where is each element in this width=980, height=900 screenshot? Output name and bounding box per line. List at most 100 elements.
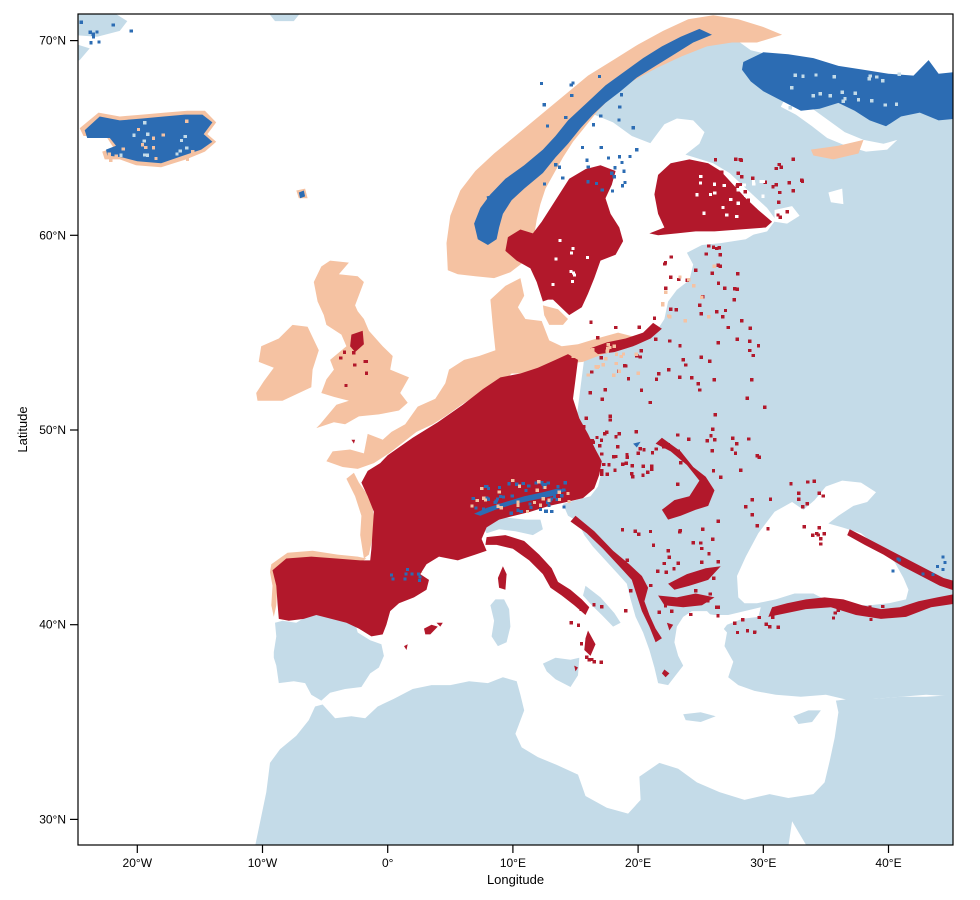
- karelia-red-mottle: [739, 158, 743, 162]
- finnish-lakes-white: [698, 181, 703, 185]
- nw-anatolia-red-mottle: [768, 624, 772, 629]
- scandes-blue-specks: [617, 155, 622, 159]
- x-axis-title: Longitude: [487, 872, 544, 887]
- karelia-red-mottle: [746, 198, 751, 203]
- east-europe-red-mottle: [740, 319, 744, 323]
- south-italy-red-mottle: [579, 642, 584, 646]
- balkans-red-mottle: [672, 602, 676, 607]
- apennines: [485, 535, 590, 615]
- east-europe-red-mottle: [622, 363, 627, 368]
- baltics-red-mottle: [669, 255, 673, 259]
- balkans-red-mottle: [636, 532, 641, 537]
- balkans-red-mottle: [620, 528, 625, 532]
- czech-slovakia-red-mottle: [612, 455, 616, 459]
- east-europe-red-mottle: [748, 339, 752, 344]
- scandes-blue-specks: [570, 94, 574, 98]
- scandinavia-coast: [446, 15, 783, 279]
- east-europe-red-mottle: [584, 416, 588, 420]
- alps-blue-specks: [516, 508, 520, 512]
- black-sea: [737, 480, 909, 606]
- sweden-lakes-white: [554, 257, 558, 261]
- greenland-blue-specks: [91, 32, 95, 36]
- east-europe-red-mottle: [712, 377, 716, 382]
- greenland-blue-specks: [97, 40, 101, 44]
- pontic-inland-red-dots: [902, 611, 906, 615]
- balkans-red-mottle: [649, 583, 653, 588]
- balkans-red-mottle: [676, 561, 680, 565]
- scandes-blue-specks: [540, 82, 544, 86]
- finnish-lakes-white: [709, 193, 713, 197]
- kola-lightblue-mottle: [828, 94, 833, 98]
- karelia-red-mottle: [713, 158, 718, 162]
- balkans-red-mottle: [689, 612, 693, 617]
- baltics-salmon-mottle: [667, 314, 671, 318]
- baltics-red-mottle: [664, 286, 668, 291]
- finnish-lakes-white: [743, 194, 747, 198]
- sweden-lakes-white: [569, 270, 573, 274]
- iceland-lightblue-specks: [185, 146, 189, 150]
- balkans-red-mottle: [664, 570, 669, 575]
- pontic-inland-red-dots: [836, 608, 840, 612]
- east-europe-red-mottle: [654, 447, 658, 451]
- finnish-lakes-white: [729, 198, 733, 202]
- iceland-lightblue-specks: [142, 139, 146, 143]
- balkans-red-mottle: [656, 569, 660, 573]
- balkans-red-mottle: [633, 529, 637, 533]
- alps-blue-specks: [510, 494, 514, 498]
- alps-blue-specks: [541, 482, 545, 486]
- east-europe-red-mottle: [637, 325, 641, 329]
- red-sea-notch: [788, 821, 807, 845]
- kola-lightblue-mottle: [870, 99, 874, 103]
- east-europe-red-mottle: [596, 336, 600, 340]
- scandes-blue-specks: [606, 156, 610, 160]
- alps-blue-specks: [543, 483, 548, 487]
- n-poland-salmon-mottle: [617, 369, 621, 373]
- n-poland-salmon-mottle: [614, 361, 618, 366]
- wales-pennine-red-dots: [339, 356, 343, 360]
- east-europe-red-mottle: [716, 341, 720, 345]
- scandes-blue-specks: [542, 103, 546, 107]
- wales-pennine-red-dots: [353, 363, 357, 367]
- white-sea: [780, 97, 898, 152]
- scandes-blue-specks: [597, 75, 601, 79]
- east-europe-red-mottle: [713, 438, 717, 442]
- baltics-salmon-mottle: [683, 319, 687, 323]
- iceland-salmon-specks: [121, 147, 125, 151]
- iceland-salmon-specks: [161, 133, 165, 137]
- scandes-blue-specks: [546, 124, 550, 128]
- scandes-blue-specks: [586, 180, 590, 184]
- gulf-of-bothnia: [608, 118, 705, 238]
- karelia-red-mottle: [785, 210, 789, 214]
- balkans-red-mottle: [657, 610, 661, 615]
- finland-core: [649, 159, 773, 236]
- south-italy-red-mottle: [585, 655, 589, 659]
- caucasus-blue-specks: [941, 555, 945, 559]
- scandes-blue-specks: [599, 146, 603, 150]
- east-europe-red-mottle: [681, 358, 685, 362]
- alps-blue-specks: [509, 511, 513, 515]
- east-europe-red-mottle: [639, 388, 644, 392]
- baltics-salmon-mottle: [686, 278, 691, 282]
- nw-anatolia-red-mottle: [753, 630, 757, 634]
- east-europe-red-mottle: [696, 381, 700, 386]
- finnish-lakes-white: [736, 188, 740, 192]
- po-valley: [482, 517, 543, 536]
- alps-high: [474, 488, 567, 516]
- balkans-red-mottle: [662, 561, 667, 566]
- karelia-red-mottle: [777, 200, 781, 205]
- east-europe-red-mottle: [678, 343, 682, 348]
- baltics-red-mottle: [733, 287, 737, 291]
- karelia-red-mottle: [751, 176, 755, 180]
- kola-lightblue-mottle: [840, 90, 844, 95]
- baltics-red-mottle: [693, 268, 698, 272]
- baltics-salmon-mottle: [700, 295, 704, 299]
- balkans-red-mottle: [651, 543, 656, 547]
- pyrenees-blue-specks: [404, 572, 408, 576]
- scandes-blue-specks: [591, 123, 596, 127]
- balkans-red-mottle: [663, 603, 668, 608]
- iceland-salmon-specks: [144, 145, 148, 150]
- alps-blue-specks: [497, 485, 501, 489]
- karelia-red-mottle: [753, 208, 758, 212]
- karelia-red-mottle: [763, 222, 767, 227]
- scandes-blue-specks: [569, 83, 573, 87]
